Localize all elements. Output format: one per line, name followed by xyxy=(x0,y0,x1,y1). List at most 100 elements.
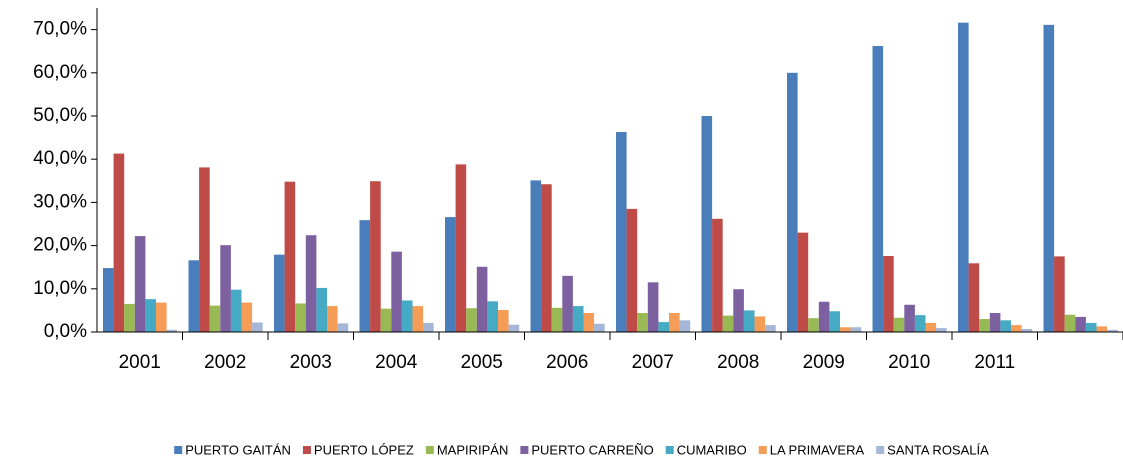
bar xyxy=(188,260,200,332)
bar xyxy=(562,275,573,332)
legend-swatch xyxy=(425,446,434,454)
bar xyxy=(1011,325,1022,332)
y-tick-label: 60,0% xyxy=(33,62,87,83)
bar xyxy=(936,328,947,332)
bar xyxy=(508,324,520,332)
bar xyxy=(914,315,926,332)
bar xyxy=(466,308,477,332)
bar xyxy=(401,300,413,332)
bar xyxy=(840,327,851,332)
bar xyxy=(958,22,969,333)
bar xyxy=(305,235,317,332)
bar xyxy=(1021,328,1033,332)
bar xyxy=(274,254,285,332)
bar xyxy=(637,312,648,332)
x-tick-label: 2009 xyxy=(803,352,845,373)
bar xyxy=(765,325,776,332)
legend-label: PUERTO GAITÁN xyxy=(185,442,291,457)
bar xyxy=(893,317,905,332)
y-tick-label: 70,0% xyxy=(33,19,87,40)
bar xyxy=(1075,316,1086,332)
bar xyxy=(616,131,627,332)
legend-label: SANTA ROSALÍA xyxy=(887,442,989,457)
y-tick-label: 50,0% xyxy=(33,105,87,126)
bar xyxy=(241,302,253,332)
x-tick-label: 2003 xyxy=(290,352,332,373)
bar xyxy=(145,299,156,332)
bar xyxy=(829,311,840,332)
bar xyxy=(883,255,894,332)
bar xyxy=(156,302,167,332)
bar xyxy=(316,287,327,332)
bar xyxy=(572,306,584,332)
legend-swatch xyxy=(520,446,529,454)
y-tick-label: 40,0% xyxy=(33,148,87,169)
legend-label: PUERTO CARREÑO xyxy=(531,442,653,457)
legend-label: MAPIRIPÁN xyxy=(437,442,509,457)
bar xyxy=(1064,314,1076,332)
bar xyxy=(797,232,809,332)
bar xyxy=(327,306,338,332)
x-tick-label: 2011 xyxy=(974,352,1015,373)
y-tick-label: 10,0% xyxy=(33,278,87,299)
bar xyxy=(872,46,884,333)
bar xyxy=(808,318,819,332)
legend-swatch xyxy=(665,446,674,454)
bar xyxy=(1043,24,1055,333)
bar xyxy=(1096,326,1108,332)
bar xyxy=(1085,322,1097,332)
bar xyxy=(679,320,691,332)
bar xyxy=(701,116,713,332)
bar xyxy=(359,220,371,332)
x-tick-label: 2001 xyxy=(119,352,161,373)
x-tick-label: 2008 xyxy=(717,352,759,373)
bar xyxy=(658,322,669,332)
bar xyxy=(103,268,114,332)
x-tick-label: 2004 xyxy=(375,352,418,373)
x-tick-label: 2007 xyxy=(632,352,674,373)
bar xyxy=(380,308,392,332)
bar xyxy=(445,217,456,332)
bar xyxy=(968,263,980,332)
y-tick-label: 30,0% xyxy=(33,191,87,212)
bar xyxy=(476,266,488,332)
bar xyxy=(412,306,424,332)
bar xyxy=(134,236,146,332)
bar xyxy=(166,329,178,332)
bar xyxy=(1000,320,1011,332)
x-tick-label: 2010 xyxy=(888,352,930,373)
bar xyxy=(295,303,306,332)
bar xyxy=(370,181,381,332)
legend-label: LA PRIMAVERA xyxy=(770,442,865,457)
bar xyxy=(391,251,402,332)
bar xyxy=(541,184,552,332)
bar xyxy=(743,310,755,332)
bar xyxy=(487,301,498,332)
bar xyxy=(626,208,638,332)
bar xyxy=(989,312,1001,332)
bar xyxy=(647,282,659,332)
bar xyxy=(230,289,242,332)
bar xyxy=(113,153,125,332)
legend-swatch xyxy=(174,446,183,454)
bar xyxy=(1107,329,1118,332)
legend-label: CUMARIBO xyxy=(677,442,747,457)
bar xyxy=(209,305,221,332)
bar xyxy=(733,289,744,332)
bar xyxy=(220,245,231,332)
y-tick-label: 0,0% xyxy=(44,321,87,342)
bar xyxy=(455,164,467,332)
bar xyxy=(1054,256,1065,332)
bar xyxy=(850,327,862,332)
bar xyxy=(594,323,605,332)
bar xyxy=(583,312,595,332)
bar xyxy=(669,312,680,332)
bar xyxy=(199,167,210,332)
bar xyxy=(498,309,509,332)
legend-label: PUERTO LÓPEZ xyxy=(314,442,414,457)
bar xyxy=(124,303,135,332)
legend-swatch xyxy=(758,446,767,454)
bar xyxy=(979,319,990,332)
x-tick-label: 2005 xyxy=(461,352,503,373)
